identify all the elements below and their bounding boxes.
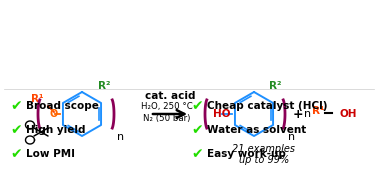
Text: Easy work-up: Easy work-up bbox=[207, 149, 286, 159]
Text: n: n bbox=[117, 131, 124, 142]
Text: R¹: R¹ bbox=[312, 106, 324, 116]
Text: ✔: ✔ bbox=[191, 123, 203, 137]
Text: N₂ (50 bar): N₂ (50 bar) bbox=[143, 114, 191, 122]
Text: ✔: ✔ bbox=[191, 99, 203, 113]
Text: O: O bbox=[50, 109, 58, 119]
Text: ✔: ✔ bbox=[10, 147, 22, 161]
Text: High yield: High yield bbox=[26, 125, 85, 135]
Text: n: n bbox=[288, 131, 295, 142]
Text: Water as solvent: Water as solvent bbox=[207, 125, 306, 135]
Text: cat. acid: cat. acid bbox=[145, 91, 195, 101]
Text: Low PMI: Low PMI bbox=[26, 149, 75, 159]
Text: Broad scope: Broad scope bbox=[26, 101, 99, 111]
Text: up to 99%: up to 99% bbox=[239, 155, 289, 165]
Text: HO: HO bbox=[213, 109, 231, 119]
Text: R¹: R¹ bbox=[31, 94, 44, 104]
Text: OH: OH bbox=[340, 109, 358, 119]
Text: R²: R² bbox=[269, 81, 282, 91]
Text: n: n bbox=[304, 109, 311, 119]
Text: 21 examples: 21 examples bbox=[232, 144, 296, 154]
Text: H₂O, 250 °C: H₂O, 250 °C bbox=[141, 102, 193, 111]
Text: +: + bbox=[293, 108, 303, 121]
Text: R²: R² bbox=[98, 81, 110, 91]
Text: Cheap catalyst (HCl): Cheap catalyst (HCl) bbox=[207, 101, 327, 111]
Text: ✔: ✔ bbox=[10, 123, 22, 137]
Text: ✔: ✔ bbox=[10, 99, 22, 113]
Text: ✔: ✔ bbox=[191, 147, 203, 161]
